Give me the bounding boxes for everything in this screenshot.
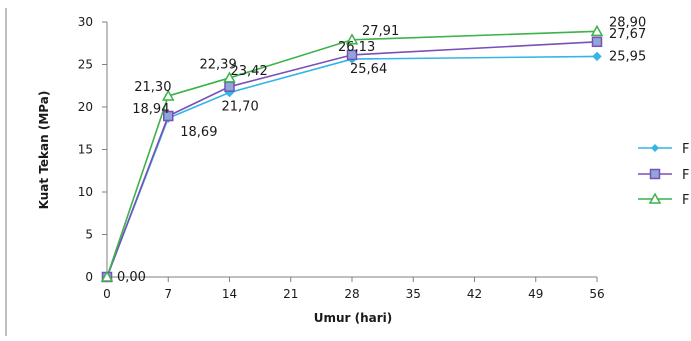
data-label: 23,42 [231,64,268,79]
legend-marker-diamond-icon [651,144,659,152]
plot-area: 0 5 10 15 20 25 30 0 7 14 21 28 35 42 49 56 0,00 18,69 21,… [78,15,647,301]
data-label: 27,67 [609,27,646,42]
data-label: 21,70 [222,100,259,115]
data-point-2-5 [591,36,603,48]
x-tick-label: 0 [103,287,111,301]
data-point-2-3 [224,81,235,92]
legend-label-1: F [682,142,689,157]
data-point-3-5 [590,24,604,37]
data-point-3-1 [100,270,114,282]
data-label: 28,90 [609,15,646,30]
data-point-2-4 [346,49,358,61]
data-point-2-2 [163,110,174,122]
x-tick-label: 28 [344,287,359,301]
legend: FFF [638,142,689,208]
data-point-1-5 [592,51,602,62]
data-label: 0,00 [117,270,146,285]
y-axis-title: Kuat Tekan (MPa) [37,91,51,210]
x-tick-label: 35 [406,287,421,301]
series-line-2 [106,41,598,278]
data-label: 22,39 [200,58,237,73]
y-tick-label: 10 [78,185,93,199]
data-label: 18,94 [132,102,169,117]
data-label: 18,69 [180,125,217,140]
x-axis-title: Umur (hari) [314,311,393,325]
x-tick-label: 56 [589,287,604,301]
data-point-3-3 [223,71,236,83]
legend-marker-triangle-icon [648,192,662,204]
y-tick-label: 20 [78,100,93,114]
data-label: 27,91 [362,24,399,39]
legend-label-2: F [682,168,689,183]
y-tick-label: 25 [78,58,93,72]
series-line-1 [106,55,598,278]
data-label: 25,95 [609,49,646,64]
data-label: 21,30 [134,80,171,95]
x-tick-label: 14 [222,287,237,301]
y-tick-label: 30 [78,15,93,29]
data-point-3-2 [161,89,175,101]
legend-marker-square-icon [649,168,661,180]
y-tick-label: 5 [85,228,93,242]
y-tick-label: 0 [85,270,93,284]
x-tick-label: 49 [528,287,543,301]
y-tick-label: 15 [78,143,93,157]
data-label: 26,13 [338,40,375,55]
x-tick-label: 7 [164,287,172,301]
data-label: 25,64 [350,62,387,77]
legend-label-3: F [682,193,689,208]
data-point-3-4 [345,33,359,45]
x-tick-label: 21 [283,287,298,301]
x-tick-label: 42 [467,287,482,301]
